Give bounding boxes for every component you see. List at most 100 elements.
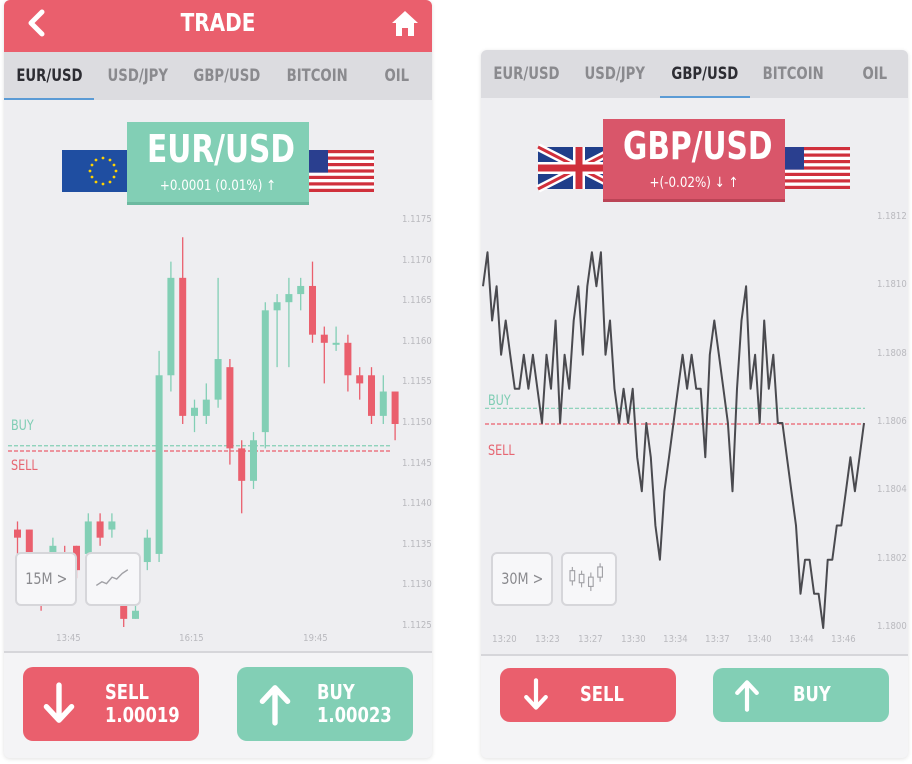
y-tick-label: 1.1160: [402, 335, 432, 347]
tab-gbp-usd[interactable]: GBP/USD: [660, 50, 750, 98]
tab-usd-jpy[interactable]: USD/JPY: [107, 66, 169, 86]
x-tick-label: 13:20: [492, 634, 517, 645]
candle: [297, 277, 305, 311]
gbpusd-trade-screen: EUR/USD USD/JPY GBP/USD BITCOIN OIL GBP/…: [481, 50, 908, 758]
buy-price: 1.00023: [317, 703, 392, 727]
sell-level-label: SELL: [11, 458, 38, 474]
candle: [214, 277, 222, 408]
currency-tabs: EUR/USD USD/JPY GBP/USD BITCOIN OIL: [481, 50, 908, 98]
y-tick-label: 1.1812: [877, 211, 907, 222]
tab-bitcoin[interactable]: BITCOIN: [762, 64, 824, 84]
timeframe-button[interactable]: 15M >: [15, 552, 77, 606]
tab-oil[interactable]: OIL: [862, 64, 887, 84]
candle: [344, 334, 352, 392]
y-tick-label: 1.1155: [402, 376, 432, 388]
x-tick-label: 13:45: [56, 633, 81, 644]
tab-eur-usd[interactable]: EUR/USD: [4, 52, 94, 100]
x-tick-label: 13:23: [535, 634, 560, 645]
y-tick-label: 1.1175: [402, 214, 432, 225]
y-tick-label: 1.1808: [877, 347, 907, 359]
y-tick-label: 1.1125: [402, 620, 432, 631]
x-tick-label: 13:40: [747, 634, 772, 645]
candle: [143, 529, 151, 571]
pair-name: GBP/USD: [623, 124, 773, 168]
buy-level-label: BUY: [11, 418, 34, 434]
pair-change: +0.0001 (0.01%) ↑: [159, 178, 277, 194]
tab-gbp-usd[interactable]: GBP/USD: [193, 66, 261, 86]
y-tick-label: 1.1165: [402, 295, 432, 307]
us-flag-icon: [294, 150, 374, 192]
pair-change: +(-0.02%) ↓ ↑: [649, 175, 739, 191]
sell-price: 1.00019: [105, 703, 180, 727]
candle: [261, 302, 269, 449]
buy-button[interactable]: BUY 1.00023: [237, 667, 413, 741]
candle: [226, 359, 234, 465]
candle: [273, 294, 281, 368]
sell-label: SELL: [580, 682, 624, 706]
candle: [309, 261, 316, 343]
pair-badge: EUR/USD +0.0001 (0.01%) ↑: [127, 122, 309, 202]
sell-label: SELL: [105, 680, 149, 704]
candle: [250, 432, 257, 489]
eurusd-trade-screen: TRADE EUR/USD USD/JPY GBP/USD BITCOIN OI…: [4, 0, 432, 758]
sell-button[interactable]: SELL 1.00019: [23, 667, 199, 741]
back-icon[interactable]: [22, 6, 52, 40]
chart-type-button[interactable]: [85, 552, 141, 606]
buy-level-label: BUY: [488, 393, 511, 409]
y-tick-label: 1.1170: [402, 254, 432, 266]
up-arrow-icon: [259, 685, 291, 726]
tab-bitcoin[interactable]: BITCOIN: [286, 66, 348, 86]
buy-label: BUY: [793, 682, 831, 706]
trade-actions: SELL BUY: [481, 654, 908, 758]
buy-button[interactable]: BUY: [713, 668, 889, 722]
sell-level-label: SELL: [488, 443, 515, 459]
sell-button[interactable]: SELL: [500, 668, 676, 722]
x-tick-label: 13:44: [789, 634, 814, 645]
tab-oil[interactable]: OIL: [384, 66, 410, 86]
y-tick-label: 1.1130: [402, 579, 432, 591]
timeframe-button[interactable]: 30M >: [491, 552, 553, 606]
candle: [167, 261, 175, 392]
candle: [108, 513, 116, 538]
tab-usd-jpy[interactable]: USD/JPY: [584, 64, 646, 84]
home-icon[interactable]: [390, 8, 420, 38]
y-tick-label: 1.1140: [402, 498, 432, 510]
x-tick-label: 13:30: [621, 634, 646, 645]
top-bar: TRADE: [4, 0, 432, 52]
currency-tabs: EUR/USD USD/JPY GBP/USD BITCOIN OIL: [4, 52, 432, 100]
y-tick-label: 1.1800: [877, 621, 907, 632]
up-arrow-icon: [735, 680, 759, 712]
down-arrow-icon: [43, 682, 75, 723]
x-tick-label: 19:45: [303, 633, 328, 644]
candle: [332, 326, 340, 351]
y-tick-label: 1.1804: [877, 484, 907, 496]
candlestick-chart: [8, 237, 399, 627]
pair-name: EUR/USD: [147, 127, 296, 171]
x-tick-label: 13:46: [831, 634, 856, 645]
x-tick-label: 13:27: [578, 634, 603, 645]
buy-label: BUY: [317, 680, 355, 704]
candle: [179, 237, 187, 424]
candle: [238, 440, 246, 514]
y-tick-label: 1.1135: [402, 538, 432, 550]
candle: [96, 513, 104, 546]
candle: [14, 521, 21, 554]
x-tick-label: 16:15: [179, 633, 204, 644]
y-tick-label: 1.1802: [877, 552, 907, 564]
y-tick-label: 1.1145: [402, 457, 432, 469]
tab-eur-usd[interactable]: EUR/USD: [492, 64, 560, 84]
line-chart: [482, 251, 865, 629]
candle: [155, 350, 163, 563]
down-arrow-icon: [524, 678, 548, 710]
candle: [356, 367, 364, 400]
candle: [391, 391, 399, 441]
x-tick-label: 13:37: [705, 634, 730, 645]
line-chart-icon: [95, 569, 129, 587]
candle: [379, 375, 387, 424]
candle: [368, 367, 375, 424]
candle: [285, 277, 293, 368]
chart-type-button[interactable]: [561, 552, 617, 606]
candle: [191, 399, 198, 433]
price-line: [482, 251, 865, 629]
trade-actions: SELL 1.00019 BUY 1.00023: [4, 651, 432, 758]
